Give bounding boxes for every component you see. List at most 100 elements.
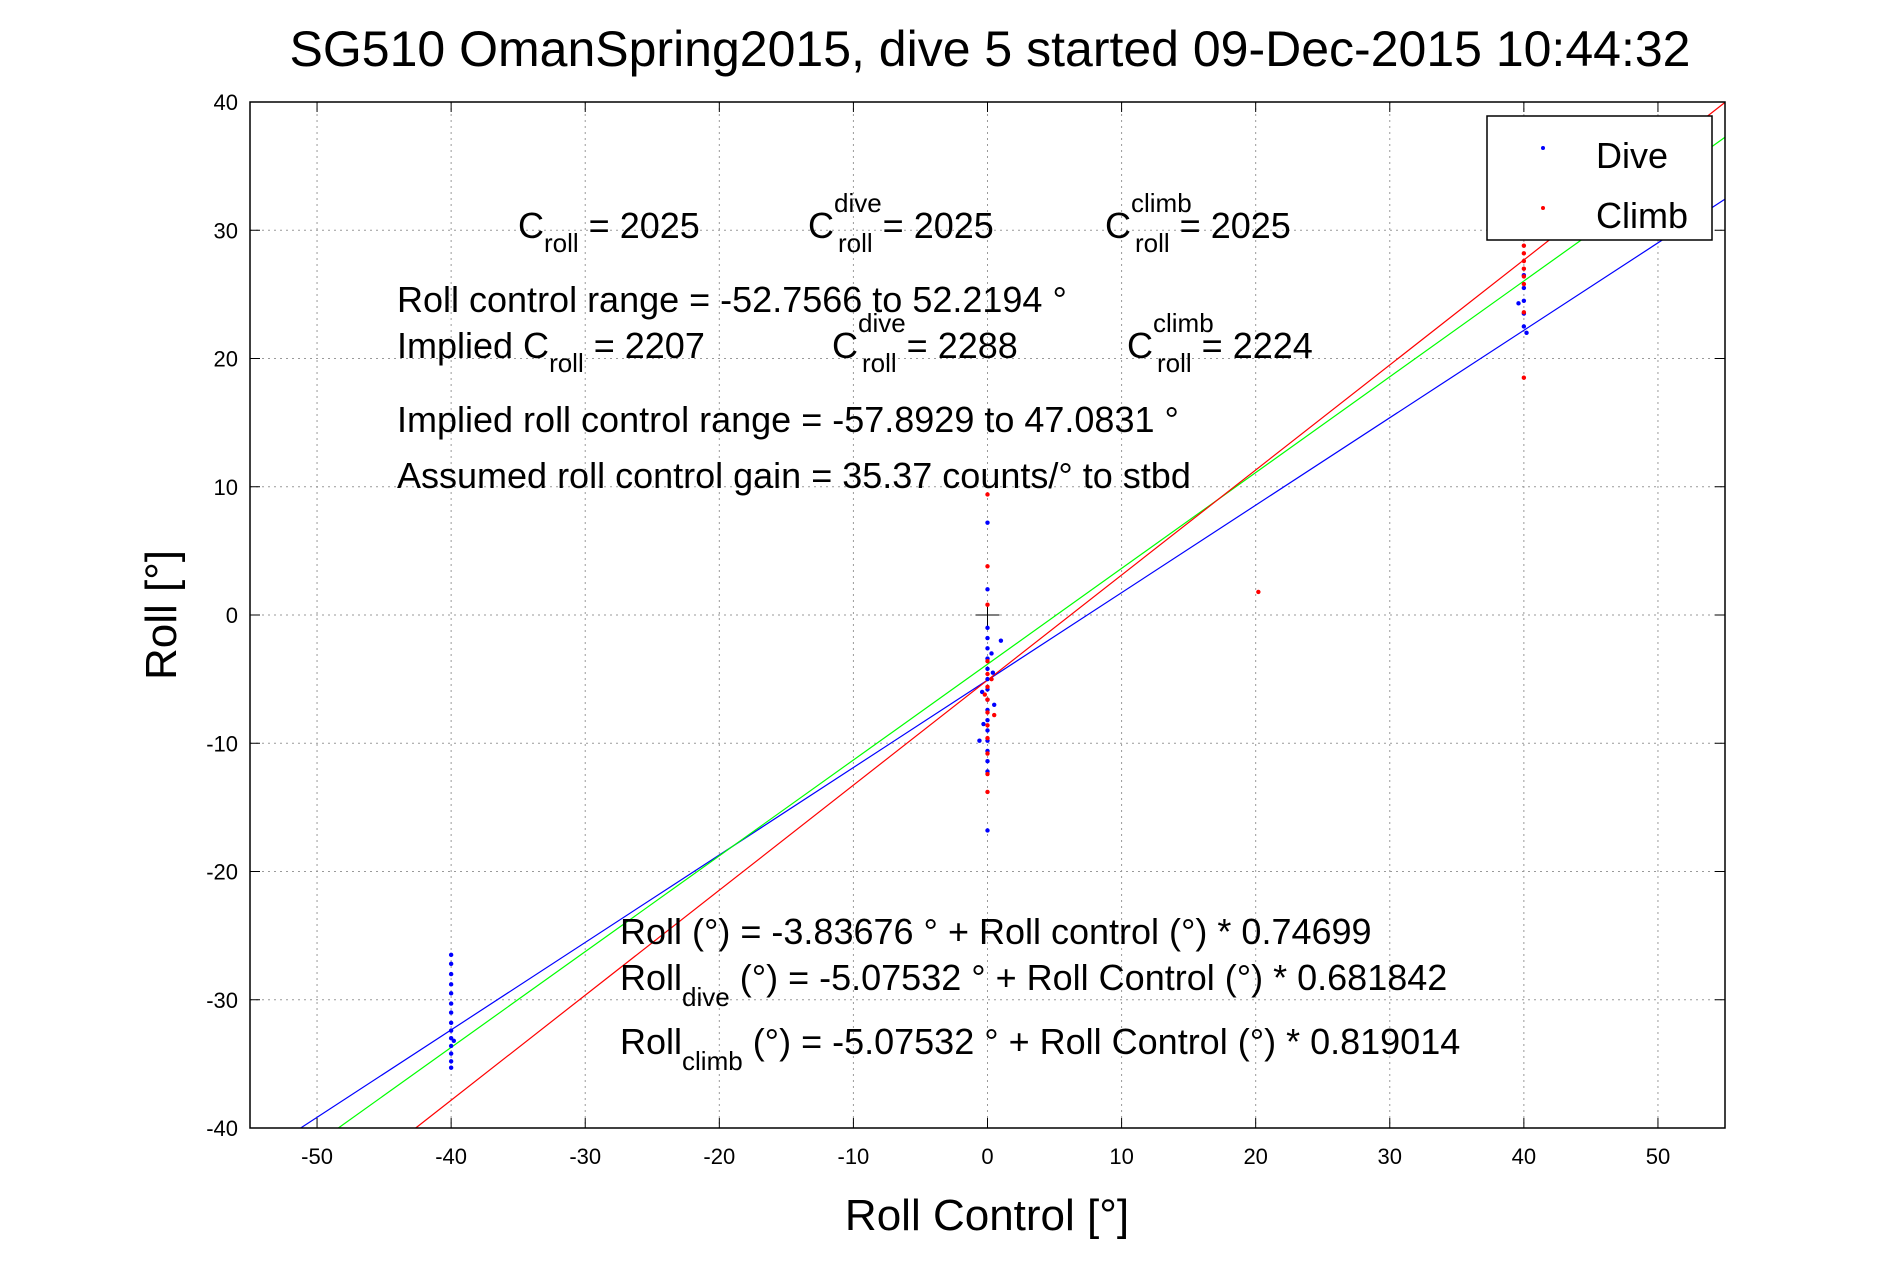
climb-point	[1521, 310, 1527, 315]
dive-point	[985, 717, 990, 723]
x-tick-label: 50	[1646, 1144, 1670, 1169]
annotation-implied-c-roll: Implied Croll = 2207	[397, 325, 705, 378]
climb-point	[1521, 243, 1527, 248]
dive-point	[985, 666, 990, 672]
climb-point	[985, 564, 990, 569]
climb-point	[985, 684, 990, 690]
dive-point	[448, 1020, 454, 1026]
dive-point	[989, 651, 994, 656]
dive-point	[985, 828, 990, 833]
y-tick-label: 40	[214, 90, 238, 115]
climb-point	[985, 751, 990, 756]
plot-frame	[249, 101, 1726, 1129]
y-axis-label: Roll [°]	[137, 550, 186, 680]
x-tick-label: -30	[569, 1144, 601, 1169]
x-axis-label: Roll Control [°]	[845, 1191, 1129, 1240]
dive-point	[448, 1001, 454, 1006]
dive-point	[1521, 324, 1527, 329]
climb-point	[1521, 375, 1527, 380]
dive-point	[448, 1059, 454, 1064]
climb-point	[985, 771, 990, 777]
annotation-c-roll: Croll = 2025	[518, 205, 700, 258]
dive-point	[985, 520, 990, 525]
dive-point	[981, 721, 986, 727]
legend-box	[1486, 115, 1713, 241]
dive-point	[985, 635, 990, 641]
dive-point	[448, 982, 454, 987]
climb-point	[992, 712, 997, 718]
dive-point	[992, 702, 997, 707]
fit-line-1	[337, 136, 1726, 1129]
annotation-implied-range: Implied roll control range = -57.8929 to…	[397, 399, 1179, 440]
fit-line-0	[300, 198, 1726, 1129]
x-tick-label: -50	[301, 1144, 333, 1169]
legend-label-climb: Climb	[1596, 195, 1688, 236]
x-tick-label: -20	[703, 1144, 735, 1169]
y-tick-label: -30	[206, 988, 238, 1013]
climb-point	[985, 492, 990, 497]
climb-point	[1256, 589, 1261, 595]
dive-point	[448, 971, 454, 977]
legend: Dive Climb	[1486, 115, 1713, 241]
climb-point	[985, 735, 990, 741]
dive-point	[985, 676, 990, 682]
legend-marker-climb	[1541, 206, 1545, 210]
x-tick-label: -10	[838, 1144, 870, 1169]
y-tick-label: 0	[226, 603, 238, 628]
dive-point	[448, 1043, 454, 1049]
legend-label-dive: Dive	[1596, 135, 1668, 176]
climb-point	[985, 602, 990, 607]
annotation-fit-all: Roll (°) = -3.83676 ° + Roll control (°)…	[620, 911, 1372, 952]
y-tick-label: 30	[214, 218, 238, 243]
annotation-roll-control-range: Roll control range = -52.7566 to 52.2194…	[397, 279, 1067, 320]
chart-title: SG510 OmanSpring2015, dive 5 started 09-…	[290, 21, 1691, 77]
y-tick-label: 10	[214, 475, 238, 500]
dive-point	[1521, 298, 1527, 303]
x-tick-label: 0	[981, 1144, 993, 1169]
annotation-fit-climb: Rollclimb (°) = -5.07532 ° + Roll Contro…	[620, 1021, 1460, 1076]
climb-point	[982, 692, 988, 697]
dive-point	[1516, 301, 1521, 306]
climb-point	[985, 697, 990, 702]
dive-point	[448, 961, 454, 967]
dive-point	[985, 728, 990, 733]
climb-point	[1521, 274, 1527, 279]
climb-point	[1521, 251, 1527, 256]
dive-point	[448, 1051, 454, 1056]
fit-lines	[300, 101, 1726, 1129]
dive-point	[985, 625, 990, 631]
dive-point	[977, 738, 982, 743]
y-tick-label: -40	[206, 1116, 238, 1141]
y-tick-label: 20	[214, 347, 238, 372]
climb-point	[989, 676, 994, 682]
y-tick-label: -20	[206, 860, 238, 885]
dive-point	[448, 952, 454, 958]
y-tick-label: -10	[206, 731, 238, 756]
climb-point	[985, 723, 990, 728]
dive-point	[448, 1010, 454, 1015]
x-tick-label: 10	[1109, 1144, 1133, 1169]
climb-point	[985, 710, 990, 715]
annotation-gain: Assumed roll control gain = 35.37 counts…	[397, 455, 1191, 496]
dive-point	[1524, 330, 1529, 336]
annotation-c-roll-climb: Cclimb roll = 2025	[1105, 188, 1291, 258]
dive-point	[1521, 285, 1527, 291]
x-tick-label: 30	[1378, 1144, 1402, 1169]
x-tick-label: 40	[1512, 1144, 1536, 1169]
dive-point	[448, 991, 454, 996]
annotation-c-roll-dive: Cdive roll = 2025	[808, 188, 994, 258]
annotation-fit-dive: Rolldive (°) = -5.07532 ° + Roll Control…	[620, 957, 1447, 1012]
annotation-implied-c-roll-dive: Cdive roll = 2288	[832, 308, 1018, 378]
dive-point	[985, 587, 990, 592]
dive-point	[451, 1038, 457, 1043]
climb-point	[985, 789, 990, 795]
climb-point	[1521, 266, 1527, 271]
dive-point	[998, 638, 1004, 643]
climb-point	[1521, 258, 1527, 264]
dive-point	[448, 1028, 454, 1033]
dive-point	[985, 759, 990, 764]
axis-ticks: -50 -40 -30 -20 -10 0 10 20 30 40 50 -40 -30 -20 -10 0 1…	[206, 90, 1725, 1169]
dive-point	[985, 646, 990, 651]
climb-point	[985, 658, 990, 664]
